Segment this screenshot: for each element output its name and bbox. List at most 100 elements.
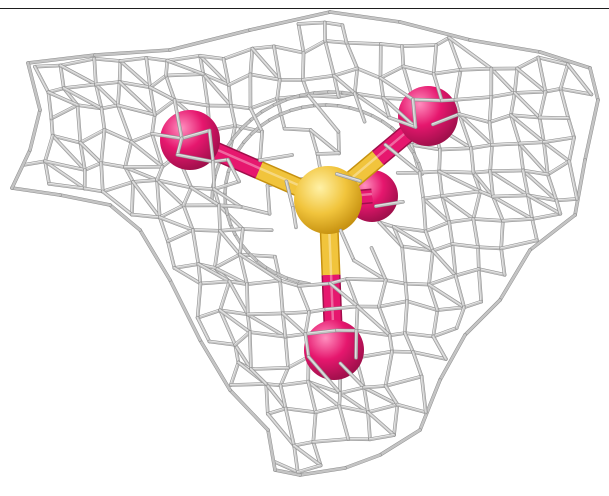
mesh-edge — [436, 305, 466, 312]
mesh-edge — [180, 129, 211, 140]
mesh-edge-highlight — [432, 68, 461, 74]
mesh-edge-highlight — [292, 206, 296, 228]
mesh-edge — [337, 391, 342, 408]
mesh-edge — [427, 249, 435, 286]
mesh-edge — [307, 94, 341, 99]
mesh-edge — [488, 113, 513, 124]
mesh-edge-highlight — [250, 368, 267, 384]
mesh-edge — [472, 190, 482, 221]
mesh-edge-highlight — [542, 141, 548, 175]
mesh-edge — [454, 95, 493, 102]
mesh-edge-highlight — [302, 39, 326, 53]
mesh-edge-highlight — [156, 179, 184, 206]
mesh-edge-highlight — [283, 127, 311, 130]
mesh-edge-highlight — [438, 170, 474, 173]
mesh-edge-highlight — [293, 444, 321, 466]
mesh-edge — [93, 57, 98, 86]
mesh-edge-highlight — [79, 141, 102, 163]
mesh-edge-highlight — [94, 80, 120, 85]
mesh-edge-highlight — [119, 59, 151, 88]
mesh-edge-highlight — [440, 98, 456, 101]
mesh-edge-highlight — [229, 361, 239, 385]
mesh-edge — [489, 91, 517, 99]
mesh-edge — [83, 187, 105, 193]
mesh-edge — [228, 280, 249, 286]
mesh-edge — [427, 274, 457, 286]
mesh-edge — [248, 330, 253, 371]
mesh-edge-highlight — [451, 242, 456, 276]
mesh-edge-highlight — [307, 380, 341, 393]
mesh-rim — [588, 66, 600, 102]
mesh-edge-highlight — [379, 43, 403, 47]
mesh-edge — [513, 67, 519, 95]
mesh-edge-highlight — [219, 309, 248, 315]
mesh-edge-highlight — [432, 326, 457, 337]
mesh-edge — [392, 403, 399, 437]
mesh-edge — [400, 43, 438, 48]
mesh-edge — [459, 67, 493, 72]
mesh-edge-highlight — [202, 73, 231, 106]
mesh-edge — [362, 384, 387, 389]
mesh-edge-highlight — [412, 98, 442, 101]
mesh-edge-highlight — [432, 44, 437, 74]
mesh-edge — [455, 305, 466, 330]
mesh-edge-highlight — [116, 104, 155, 115]
mesh-edge-highlight — [301, 78, 309, 96]
mesh-edge — [153, 98, 176, 117]
mesh-edge-highlight — [265, 382, 268, 414]
mesh-edge-highlight — [199, 54, 224, 59]
mesh-edge — [176, 153, 215, 163]
mesh-edge-highlight — [158, 216, 193, 230]
mesh-edge-highlight — [568, 160, 577, 199]
mesh-edge — [150, 113, 157, 136]
mesh-ring — [231, 127, 243, 141]
mesh-edge-highlight — [265, 382, 286, 409]
mesh-edge-highlight — [312, 440, 321, 466]
mesh-edge — [130, 213, 162, 219]
mesh-edge-highlight — [251, 45, 274, 49]
mesh-edge — [437, 148, 442, 173]
mesh-edge — [238, 227, 245, 256]
mesh-edge-highlight — [338, 405, 349, 439]
mesh-edge-highlight — [410, 143, 441, 150]
mesh-edge-highlight — [132, 179, 157, 182]
mesh-edge-highlight — [218, 204, 241, 207]
mesh-edge-highlight — [124, 165, 163, 168]
mesh-edge — [559, 63, 570, 91]
mesh-edge-highlight — [355, 305, 358, 331]
mesh-rim — [248, 10, 332, 32]
mesh-edge-highlight — [246, 313, 250, 332]
mesh-edge — [229, 104, 252, 110]
mesh-edge-highlight — [472, 190, 481, 219]
mesh-edge-highlight — [151, 113, 155, 134]
mesh-edge-highlight — [249, 97, 278, 109]
mesh-edge-highlight — [379, 76, 413, 100]
mesh-edge-highlight — [492, 195, 503, 221]
mesh-edge-highlight — [384, 384, 398, 405]
mesh-edge — [537, 56, 570, 66]
mesh-edge — [476, 245, 503, 250]
mesh-edge — [222, 47, 254, 61]
mesh-edge-highlight — [191, 228, 221, 231]
mesh-edge — [79, 128, 106, 144]
mesh-edge — [266, 407, 288, 416]
mesh-edge — [544, 87, 562, 93]
mesh-edge-highlight — [124, 140, 132, 168]
mesh-edge-highlight — [455, 306, 465, 328]
mesh-edge-highlight — [458, 113, 493, 145]
mesh-edge-highlight — [377, 300, 408, 307]
mesh-edge-highlight — [513, 67, 518, 93]
mesh-edge — [311, 410, 318, 444]
mesh-edge-highlight — [542, 136, 575, 143]
mesh-edge-highlight — [513, 91, 540, 118]
mesh-edge-highlight — [219, 280, 230, 311]
mesh-edge — [438, 146, 473, 151]
mesh-edge-highlight — [33, 65, 49, 93]
mesh-edge-highlight — [227, 73, 251, 85]
mesh-edge-highlight — [527, 194, 557, 201]
mesh-edge-highlight — [555, 197, 577, 201]
mesh-edge-highlight — [518, 142, 548, 175]
mesh-edge-highlight — [403, 332, 414, 352]
